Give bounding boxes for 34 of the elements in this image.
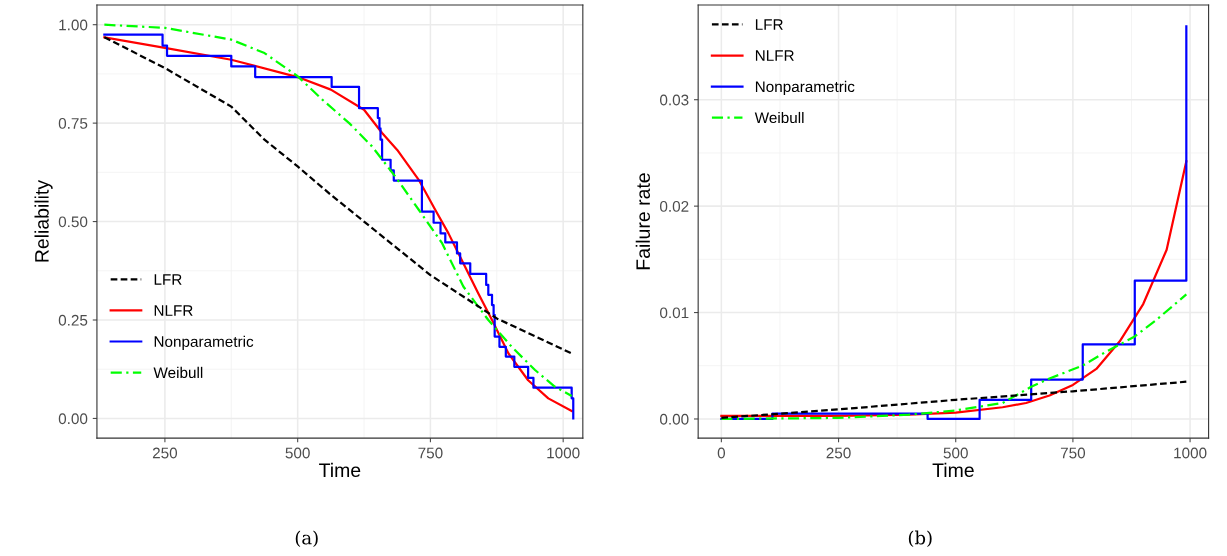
- y-tick-label: 0.01: [660, 307, 689, 319]
- y-tick-label: 0.25: [58, 314, 88, 326]
- y-axis-title: Reliability: [34, 180, 53, 262]
- line-series: [720, 293, 1188, 421]
- legend-label: NLFR: [755, 50, 794, 61]
- legend-label: NLFR: [154, 305, 193, 316]
- x-tick-label: 500: [943, 447, 968, 459]
- legend-label: Weibull: [754, 111, 804, 124]
- legend-label: LFR: [755, 19, 783, 30]
- x-tick-label: 750: [1060, 447, 1086, 459]
- legend-label: Nonparametric: [154, 335, 254, 351]
- x-tick-label: 1000: [1174, 447, 1207, 459]
- y-tick-label: 1.00: [59, 19, 88, 31]
- x-tick-label: 1000: [547, 447, 580, 459]
- x-tick-label: 750: [418, 447, 443, 459]
- x-tick-label: 0: [717, 447, 726, 459]
- y-tick-label: 0.02: [660, 201, 689, 212]
- x-axis-title: Time: [932, 462, 974, 478]
- legend-label: Nonparametric: [755, 80, 855, 96]
- line-series: [720, 380, 1188, 420]
- y-axis-title: Failure rate: [635, 173, 650, 270]
- x-axis-title: Time: [319, 462, 361, 478]
- y-tick-label: 0.03: [660, 94, 689, 106]
- y-tick-label: 0.00: [58, 413, 88, 425]
- x-tick-label: 250: [826, 447, 851, 459]
- y-tick-label: 0.00: [660, 413, 689, 425]
- text: (b): [908, 530, 932, 548]
- y-tick-label: 0.75: [58, 118, 88, 129]
- x-tick-label: 500: [285, 447, 310, 459]
- legend-label: Weibull: [153, 366, 203, 379]
- x-tick-label: 250: [152, 447, 178, 459]
- legend-label: LFR: [154, 274, 182, 285]
- y-tick-label: 0.50: [58, 216, 88, 228]
- text: (a): [295, 530, 318, 548]
